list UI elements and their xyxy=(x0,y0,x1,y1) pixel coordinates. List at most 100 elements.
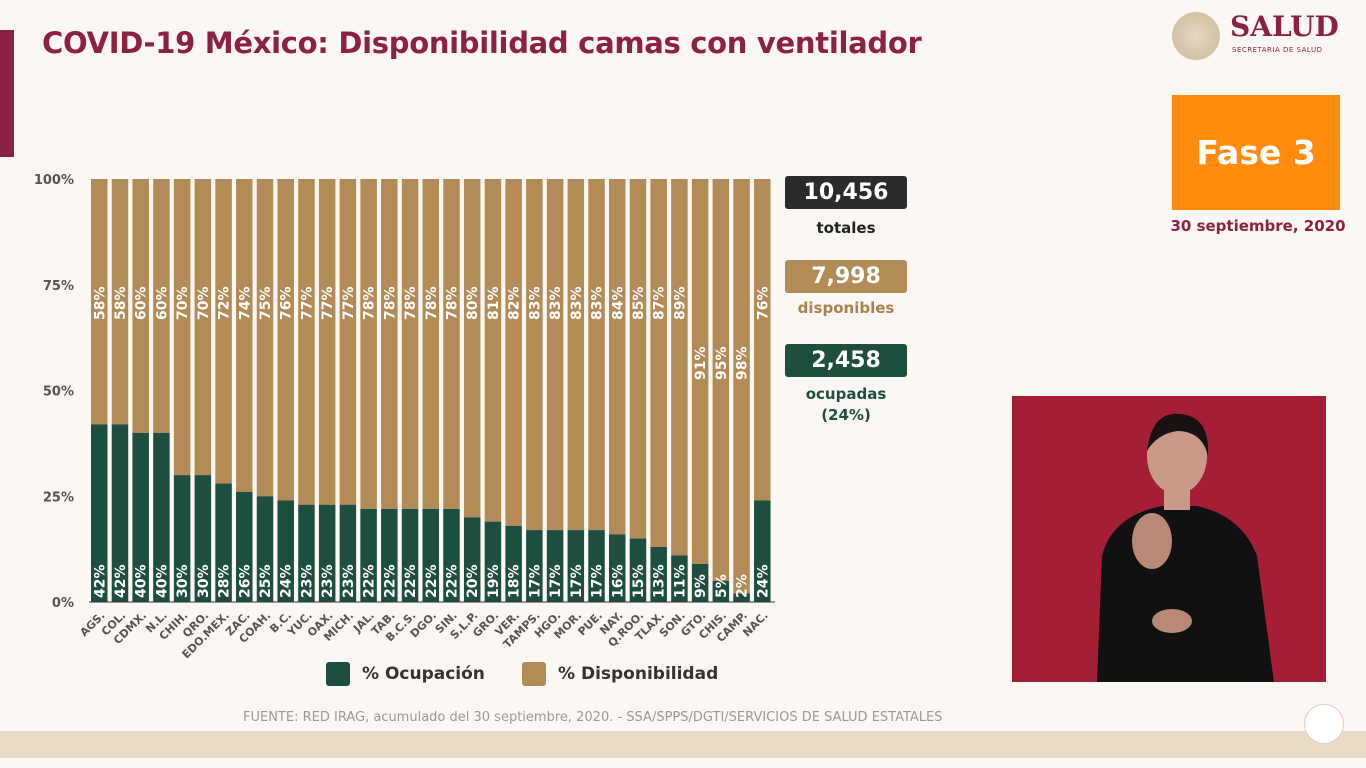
bar-occupation xyxy=(360,508,377,602)
bar-availability xyxy=(277,179,294,501)
occupation-data-label: 2% xyxy=(735,574,751,598)
logo-subtitle: SECRETARIA DE SALUD xyxy=(1232,46,1323,54)
availability-data-label: 60% xyxy=(154,286,170,320)
bar-occupation xyxy=(256,496,274,602)
availability-data-label: 77% xyxy=(341,286,357,320)
bar-occupation xyxy=(505,525,522,602)
availability-data-label: 78% xyxy=(382,286,398,320)
bar-occupation xyxy=(567,530,585,602)
bar-availability xyxy=(691,179,709,564)
bar-availability xyxy=(505,179,522,526)
availability-data-label: 60% xyxy=(134,286,150,320)
bar-availability xyxy=(463,179,481,518)
bar-occupation xyxy=(443,508,460,602)
occupation-data-label: 17% xyxy=(590,564,606,598)
availability-data-label: 78% xyxy=(424,286,440,320)
bar-occupation xyxy=(173,475,191,602)
y-tick-label: 25% xyxy=(43,490,74,505)
occupation-data-label: 22% xyxy=(424,564,440,598)
availability-data-label: 80% xyxy=(465,286,481,320)
bar-occupation xyxy=(629,538,647,602)
bar-availability xyxy=(443,179,460,509)
occupied-beds-value: 2,458 xyxy=(785,344,907,377)
availability-data-label: 83% xyxy=(569,286,585,320)
occupation-data-label: 13% xyxy=(652,564,668,598)
bar-occupation xyxy=(691,563,709,602)
bar-occupation xyxy=(609,534,626,602)
bar-availability xyxy=(381,179,398,509)
availability-data-label: 77% xyxy=(320,286,336,320)
accent-bar xyxy=(0,30,14,157)
bar-occupation xyxy=(484,521,502,602)
y-tick-label: 0% xyxy=(52,596,74,611)
bar-occupation xyxy=(277,500,294,602)
phase-badge: Fase 3 xyxy=(1172,95,1340,210)
bar-availability xyxy=(422,179,440,509)
occupation-data-label: 40% xyxy=(154,564,170,598)
bar-occupation xyxy=(712,580,730,602)
y-tick-label: 75% xyxy=(43,279,74,294)
occupation-data-label: 30% xyxy=(196,564,212,598)
bar-occupation xyxy=(318,504,336,602)
occupation-data-label: 20% xyxy=(465,564,481,598)
availability-data-label: 83% xyxy=(548,286,564,320)
occupation-data-label: 22% xyxy=(403,564,419,598)
bar-availability xyxy=(318,179,336,505)
occupation-data-label: 17% xyxy=(569,564,585,598)
occupation-data-label: 42% xyxy=(113,564,129,598)
legend-occupation: % Ocupación xyxy=(326,662,485,686)
total-beds-label: totales xyxy=(816,219,876,237)
legend-swatch-availability xyxy=(522,662,546,686)
occupation-data-label: 23% xyxy=(341,564,357,598)
bar-availability xyxy=(629,179,647,539)
bar-occupation xyxy=(381,508,398,602)
bar-occupation xyxy=(236,492,253,602)
availability-data-label: 70% xyxy=(175,286,191,320)
availability-data-label: 77% xyxy=(299,286,315,320)
bar-occupation xyxy=(733,593,750,602)
availability-data-label: 76% xyxy=(279,286,295,320)
availability-data-label: 87% xyxy=(652,286,668,320)
occupation-data-label: 5% xyxy=(714,574,730,598)
national-seal-icon xyxy=(1172,12,1220,60)
legend-availability: % Disponibilidad xyxy=(522,662,718,686)
available-beds-value: 7,998 xyxy=(785,260,907,293)
source-footnote: FUENTE: RED IRAG, acumulado del 30 septi… xyxy=(243,710,943,725)
bar-occupation xyxy=(588,530,605,602)
bar-occupation xyxy=(215,483,232,602)
occupation-data-label: 30% xyxy=(175,564,191,598)
bar-occupation xyxy=(153,432,170,602)
bar-availability xyxy=(298,179,315,505)
availability-data-label: 83% xyxy=(590,286,606,320)
availability-data-label: 85% xyxy=(631,286,647,320)
occupation-data-label: 22% xyxy=(362,564,378,598)
bar-availability xyxy=(609,179,626,535)
bar-availability xyxy=(132,179,149,433)
bar-availability xyxy=(360,179,377,509)
bar-availability xyxy=(567,179,585,531)
bar-availability xyxy=(526,179,543,531)
bar-availability xyxy=(733,179,750,594)
occupied-beds-pct: (24%) xyxy=(821,406,871,424)
legend-swatch-occupation xyxy=(326,662,350,686)
bar-availability xyxy=(236,179,253,493)
bar-availability xyxy=(546,179,564,531)
occupation-data-label: 26% xyxy=(237,564,253,598)
availability-data-label: 83% xyxy=(527,286,543,320)
bar-availability xyxy=(401,179,419,509)
bar-availability xyxy=(153,179,170,433)
bottom-band xyxy=(0,731,1366,758)
page-title: COVID-19 México: Disponibilidad camas co… xyxy=(42,26,922,60)
bar-occupation xyxy=(91,424,108,602)
total-beds-value: 10,456 xyxy=(785,176,907,209)
bar-occupation xyxy=(422,508,440,602)
report-date: 30 septiembre, 2020 xyxy=(1170,217,1346,235)
availability-data-label: 84% xyxy=(610,286,626,320)
bar-occupation xyxy=(546,530,564,602)
occupation-data-label: 18% xyxy=(507,564,523,598)
availability-data-label: 91% xyxy=(693,346,709,380)
interpreter-figure xyxy=(1097,413,1274,682)
bar-occupation xyxy=(339,504,357,602)
y-tick-label: 50% xyxy=(43,385,74,400)
bar-availability xyxy=(671,179,688,556)
